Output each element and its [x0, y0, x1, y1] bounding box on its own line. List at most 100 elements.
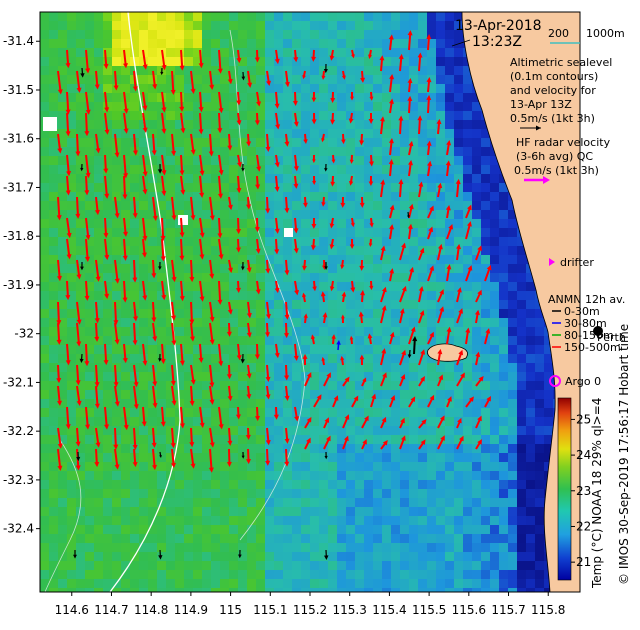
- hf-velocity-arrow: [301, 292, 307, 303]
- anmn-item-150-500m: 150-500m: [552, 341, 621, 354]
- sst-cell: [400, 525, 410, 535]
- sst-cell: [40, 345, 50, 355]
- sst-cell: [94, 201, 104, 211]
- sst-cell: [409, 138, 419, 148]
- sst-cell: [292, 21, 302, 31]
- sst-cell: [166, 273, 176, 283]
- sst-cell: [247, 21, 257, 31]
- sst-cell: [418, 444, 428, 454]
- sst-cell: [337, 363, 347, 373]
- sst-cell: [328, 390, 338, 400]
- sst-cell: [103, 462, 113, 472]
- sst-cell: [364, 12, 374, 22]
- sst-cell: [193, 264, 203, 274]
- hf-velocity-arrow: [152, 322, 158, 342]
- sst-cell: [148, 93, 158, 103]
- sst-cell: [256, 327, 266, 337]
- sst-cell: [166, 12, 176, 22]
- sst-cell: [337, 336, 347, 346]
- sst-cell: [40, 273, 50, 283]
- sst-cell: [130, 588, 140, 592]
- sst-cell: [40, 192, 50, 202]
- sst-cell: [463, 408, 473, 418]
- sst-cell: [94, 12, 104, 22]
- sst-cell: [409, 183, 419, 193]
- hf-velocity-arrow: [226, 448, 232, 467]
- sst-cell: [382, 327, 392, 337]
- hf-velocity-arrow: [152, 70, 158, 90]
- sst-cell: [283, 516, 293, 526]
- sst-cell: [265, 129, 275, 139]
- sst-cell: [103, 228, 113, 238]
- sst-cell: [94, 291, 104, 301]
- sst-cell: [220, 579, 230, 589]
- sst-cell: [130, 480, 140, 490]
- hf-velocity-arrow: [341, 291, 347, 303]
- hf-velocity-arrow: [388, 158, 394, 177]
- sst-cell: [130, 291, 140, 301]
- sst-cell: [445, 525, 455, 535]
- sst-cell: [202, 453, 212, 463]
- sst-cell: [418, 426, 428, 436]
- sst-cell: [499, 291, 509, 301]
- sst-cell: [337, 426, 347, 436]
- sst-cell: [220, 228, 230, 238]
- sst-cell: [130, 570, 140, 580]
- sst-cell: [400, 363, 410, 373]
- sst-cell: [256, 516, 266, 526]
- sst-cell: [220, 93, 230, 103]
- sst-cell: [382, 507, 392, 517]
- sst-cell: [238, 363, 248, 373]
- sst-cell: [58, 534, 68, 544]
- sst-cell: [220, 201, 230, 211]
- hf-velocity-arrow: [367, 333, 373, 345]
- sst-cell: [94, 480, 104, 490]
- sst-cell: [526, 489, 536, 499]
- sst-cell: [526, 444, 536, 454]
- sst-cell: [67, 183, 77, 193]
- sst-cell: [94, 435, 104, 445]
- sst-cell: [157, 381, 167, 391]
- sst-cell: [130, 282, 140, 292]
- sst-cell: [67, 156, 77, 166]
- sst-cell: [229, 120, 239, 130]
- sst-cell: [40, 507, 50, 517]
- sst-cell: [427, 237, 437, 247]
- sst-cell: [202, 390, 212, 400]
- sst-cell: [94, 408, 104, 418]
- sst-cell: [211, 39, 221, 49]
- hf-velocity-arrow: [437, 374, 444, 387]
- hf-velocity-arrow: [228, 259, 233, 273]
- sst-cell: [202, 462, 212, 472]
- sst-cell: [193, 507, 203, 517]
- hf-velocity-arrow: [246, 259, 252, 273]
- sst-cell: [85, 129, 95, 139]
- hf-velocity-arrow: [417, 115, 423, 135]
- sst-cell: [481, 462, 491, 472]
- sealevel-velocity-arrow: [79, 353, 84, 364]
- sst-cell: [94, 255, 104, 265]
- sst-cell: [526, 282, 536, 292]
- sst-cell: [301, 192, 311, 202]
- sst-cell: [157, 138, 167, 148]
- sst-cell: [40, 111, 50, 121]
- sst-cell: [166, 129, 176, 139]
- sst-cell: [355, 111, 365, 121]
- sst-cell: [193, 273, 203, 283]
- sst-cell: [400, 390, 410, 400]
- sst-cell: [112, 246, 122, 256]
- sst-cell: [202, 345, 212, 355]
- sst-cell: [103, 372, 113, 382]
- hf-velocity-arrow: [142, 280, 148, 301]
- sst-cell: [166, 66, 176, 76]
- sst-cell: [256, 300, 266, 310]
- sst-cell: [454, 129, 464, 139]
- sst-cell: [499, 381, 509, 391]
- sst-cell: [58, 129, 68, 139]
- sst-cell: [400, 588, 410, 592]
- sst-cell: [202, 156, 212, 166]
- sst-cell: [148, 39, 158, 49]
- sst-cell: [103, 570, 113, 580]
- lat-tick-label: -31.9: [3, 278, 34, 292]
- sst-cell: [166, 237, 176, 247]
